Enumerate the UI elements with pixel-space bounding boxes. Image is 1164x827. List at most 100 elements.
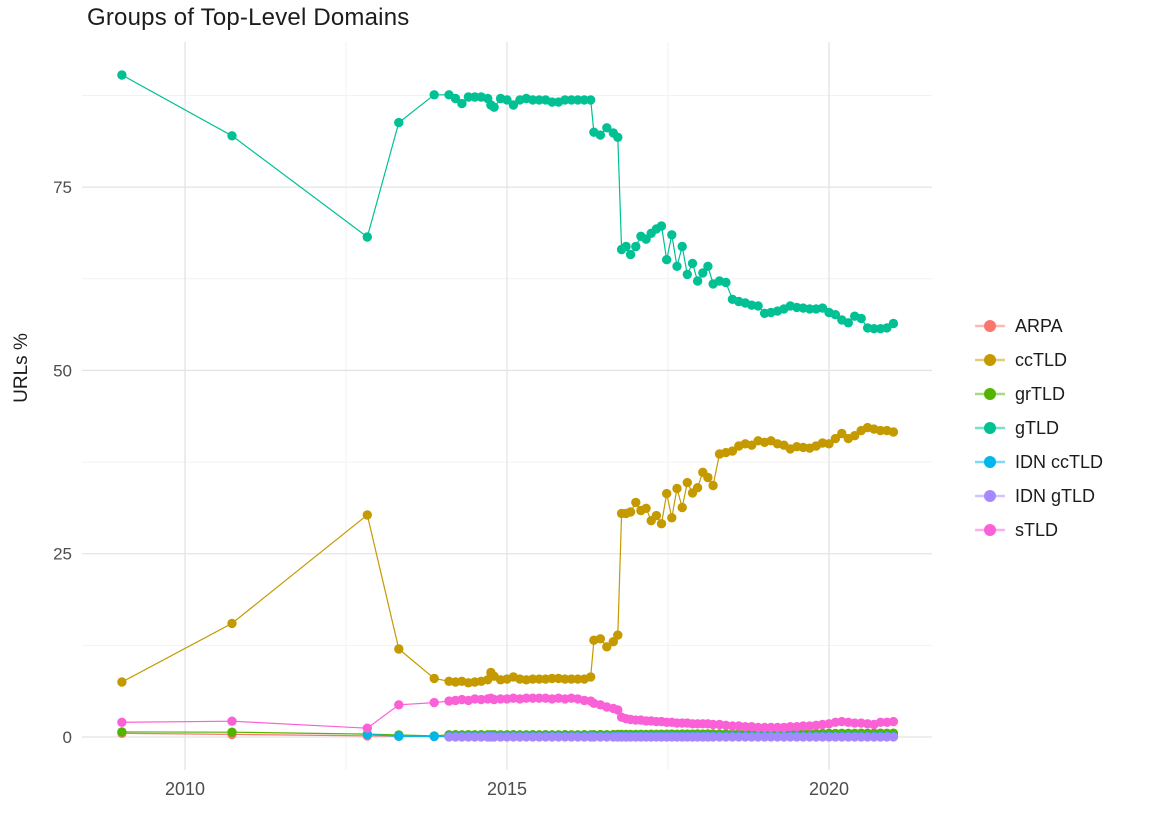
data-point: [667, 513, 677, 523]
data-point: [651, 510, 662, 521]
data-point: [444, 732, 454, 742]
data-point: [888, 716, 899, 727]
data-point: [602, 732, 612, 742]
series-ccTLD: [117, 422, 899, 688]
data-point: [888, 732, 899, 742]
data-point: [785, 722, 795, 732]
data-point: [476, 732, 486, 742]
data-point: [817, 732, 828, 742]
data-point: [687, 258, 698, 269]
legend-item-grTLD: grTLD: [974, 377, 1103, 411]
x-tick-label: 2015: [487, 779, 527, 799]
data-point: [631, 497, 641, 508]
data-point: [589, 732, 599, 742]
data-point: [625, 507, 636, 517]
data-point: [608, 637, 618, 647]
data-point: [117, 677, 127, 687]
data-point: [457, 98, 467, 109]
legend-label: IDN ccTLD: [1015, 451, 1104, 472]
data-point: [540, 732, 551, 742]
y-axis-title: URLs %: [11, 333, 32, 403]
data-point: [394, 644, 404, 654]
data-point: [502, 95, 512, 105]
data-point: [362, 232, 372, 242]
data-point: [595, 634, 606, 644]
data-point: [850, 732, 860, 742]
data-point: [824, 439, 834, 449]
legend-item-ARPA: ARPA: [974, 309, 1103, 343]
data-point: [727, 446, 738, 456]
data-point: [227, 131, 237, 141]
data-point: [450, 93, 461, 104]
data-point: [856, 313, 866, 324]
data-point: [227, 727, 237, 737]
data-point: [682, 477, 692, 488]
data-point: [698, 268, 708, 278]
data-point: [508, 732, 519, 742]
data-point: [573, 95, 583, 105]
data-point: [753, 301, 763, 311]
data-point: [721, 277, 731, 288]
data-point: [117, 727, 127, 737]
data-point: [677, 241, 687, 252]
data-point: [613, 132, 623, 142]
data-point: [672, 483, 682, 494]
data-point: [394, 117, 404, 128]
data-point: [227, 716, 237, 726]
data-point: [521, 693, 531, 703]
data-point: [602, 642, 612, 652]
data-point: [850, 431, 860, 441]
y-tick-label: 50: [53, 361, 72, 380]
data-point: [641, 503, 651, 513]
data-point: [667, 230, 677, 240]
data-point: [586, 95, 596, 105]
data-point: [573, 732, 583, 742]
data-point: [682, 269, 692, 280]
data-point: [888, 318, 899, 329]
data-point: [429, 731, 439, 742]
data-point: [830, 433, 841, 444]
data-point: [508, 100, 519, 110]
y-tick-label: 25: [53, 545, 72, 564]
data-point: [703, 472, 713, 483]
data-point: [429, 697, 439, 708]
data-point: [850, 718, 860, 728]
data-point: [227, 618, 237, 629]
data-point: [882, 732, 892, 742]
data-point: [837, 428, 847, 439]
data-point: [766, 732, 776, 742]
legend-key-icon: [975, 422, 1005, 434]
x-tick-label: 2010: [165, 779, 205, 799]
data-point: [586, 672, 596, 682]
data-point: [766, 722, 776, 733]
data-point: [595, 130, 606, 140]
series-gTLD: [117, 70, 899, 334]
legend-label: gTLD: [1015, 417, 1060, 438]
y-tick-label: 0: [63, 728, 72, 747]
data-point: [429, 90, 439, 100]
data-point: [662, 488, 672, 499]
data-point: [362, 723, 372, 733]
data-point: [621, 241, 631, 252]
legend-item-ccTLD: ccTLD: [974, 343, 1103, 377]
data-point: [677, 502, 687, 513]
legend-label: grTLD: [1015, 383, 1066, 404]
data-point: [888, 427, 899, 437]
x-tick-label: 2020: [809, 779, 849, 799]
legend-item-sTLD: sTLD: [974, 513, 1103, 547]
data-point: [703, 261, 713, 271]
data-point: [672, 261, 682, 271]
data-point: [869, 732, 879, 742]
data-point: [798, 721, 808, 731]
legend-label: ARPA: [1015, 315, 1063, 336]
data-point: [429, 673, 439, 684]
data-point: [692, 276, 703, 286]
data-point: [753, 732, 763, 742]
data-point: [613, 630, 623, 640]
data-point: [602, 123, 612, 133]
y-tick-label: 75: [53, 178, 72, 197]
data-point: [362, 510, 372, 520]
data-point: [656, 221, 667, 231]
data-point: [117, 70, 127, 80]
